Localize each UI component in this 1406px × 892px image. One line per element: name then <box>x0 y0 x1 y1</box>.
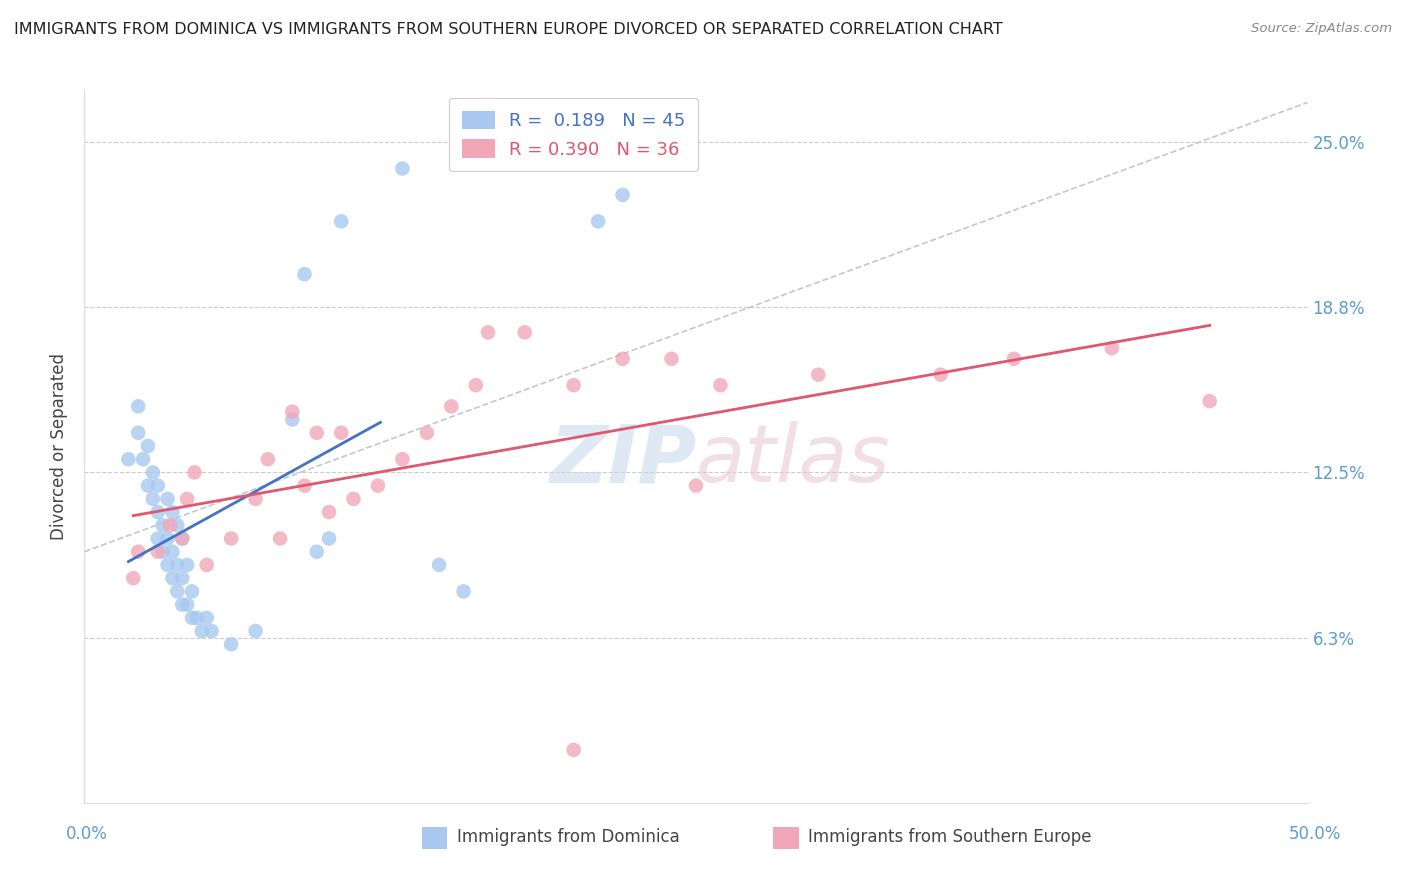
Point <box>219 532 242 546</box>
Point <box>142 491 165 506</box>
Point <box>427 558 450 572</box>
Point <box>172 532 194 546</box>
Point <box>709 378 731 392</box>
Point <box>562 378 585 392</box>
Text: atlas: atlas <box>696 421 891 500</box>
Point <box>166 584 188 599</box>
Point <box>122 571 145 585</box>
Point <box>416 425 439 440</box>
Point <box>176 491 198 506</box>
Point <box>162 571 184 585</box>
Point <box>152 518 174 533</box>
Text: 0.0%: 0.0% <box>66 825 108 843</box>
Point <box>136 439 159 453</box>
Point <box>269 532 291 546</box>
Point <box>159 518 181 533</box>
Point <box>172 598 194 612</box>
Point <box>685 478 707 492</box>
Point <box>440 400 463 414</box>
Point <box>166 558 188 572</box>
Point <box>146 532 169 546</box>
Point <box>562 743 585 757</box>
Point <box>191 624 214 638</box>
Point <box>1198 394 1220 409</box>
Point <box>612 351 634 366</box>
Point <box>330 425 353 440</box>
Point <box>391 452 413 467</box>
Point <box>294 478 316 492</box>
Point <box>127 545 149 559</box>
Point <box>391 161 413 176</box>
Point <box>146 505 169 519</box>
Point <box>245 491 267 506</box>
Text: ZIP: ZIP <box>548 421 696 500</box>
Point <box>330 214 353 228</box>
Point <box>219 637 242 651</box>
Point <box>172 571 194 585</box>
Point <box>281 412 304 426</box>
Point <box>195 558 218 572</box>
Point <box>464 378 486 392</box>
Point <box>136 478 159 492</box>
Point <box>127 425 149 440</box>
Point <box>176 558 198 572</box>
Text: Immigrants from Dominica: Immigrants from Dominica <box>457 828 679 846</box>
Point <box>305 425 328 440</box>
Point <box>156 558 179 572</box>
Point <box>156 491 179 506</box>
Point <box>342 491 364 506</box>
Point <box>929 368 952 382</box>
Point <box>117 452 139 467</box>
Text: Source: ZipAtlas.com: Source: ZipAtlas.com <box>1251 22 1392 36</box>
Point <box>195 611 218 625</box>
Point <box>477 326 499 340</box>
Point <box>166 518 188 533</box>
Text: Immigrants from Southern Europe: Immigrants from Southern Europe <box>808 828 1092 846</box>
Point <box>586 214 609 228</box>
Point <box>146 478 169 492</box>
Text: IMMIGRANTS FROM DOMINICA VS IMMIGRANTS FROM SOUTHERN EUROPE DIVORCED OR SEPARATE: IMMIGRANTS FROM DOMINICA VS IMMIGRANTS F… <box>14 22 1002 37</box>
Point <box>132 452 155 467</box>
Point <box>181 584 204 599</box>
Point <box>318 505 340 519</box>
Point <box>807 368 830 382</box>
Point <box>152 545 174 559</box>
Point <box>305 545 328 559</box>
Point <box>156 532 179 546</box>
Point <box>367 478 389 492</box>
Y-axis label: Divorced or Separated: Divorced or Separated <box>51 352 69 540</box>
Point <box>186 611 208 625</box>
Text: 50.0%: 50.0% <box>1288 825 1341 843</box>
Point <box>127 400 149 414</box>
Point <box>318 532 340 546</box>
Legend: R =  0.189   N = 45, R = 0.390   N = 36: R = 0.189 N = 45, R = 0.390 N = 36 <box>450 98 697 171</box>
Point <box>661 351 683 366</box>
Point <box>146 545 169 559</box>
Point <box>257 452 280 467</box>
Point <box>453 584 475 599</box>
Point <box>183 466 205 480</box>
Point <box>172 532 194 546</box>
Point <box>162 505 184 519</box>
Point <box>142 466 165 480</box>
Point <box>612 188 634 202</box>
Point <box>176 598 198 612</box>
Point <box>181 611 204 625</box>
Point <box>162 545 184 559</box>
Point <box>513 326 536 340</box>
Point <box>281 404 304 418</box>
Point <box>294 267 316 281</box>
Point <box>1002 351 1025 366</box>
Point <box>1101 341 1123 355</box>
Point <box>200 624 222 638</box>
Point <box>245 624 267 638</box>
